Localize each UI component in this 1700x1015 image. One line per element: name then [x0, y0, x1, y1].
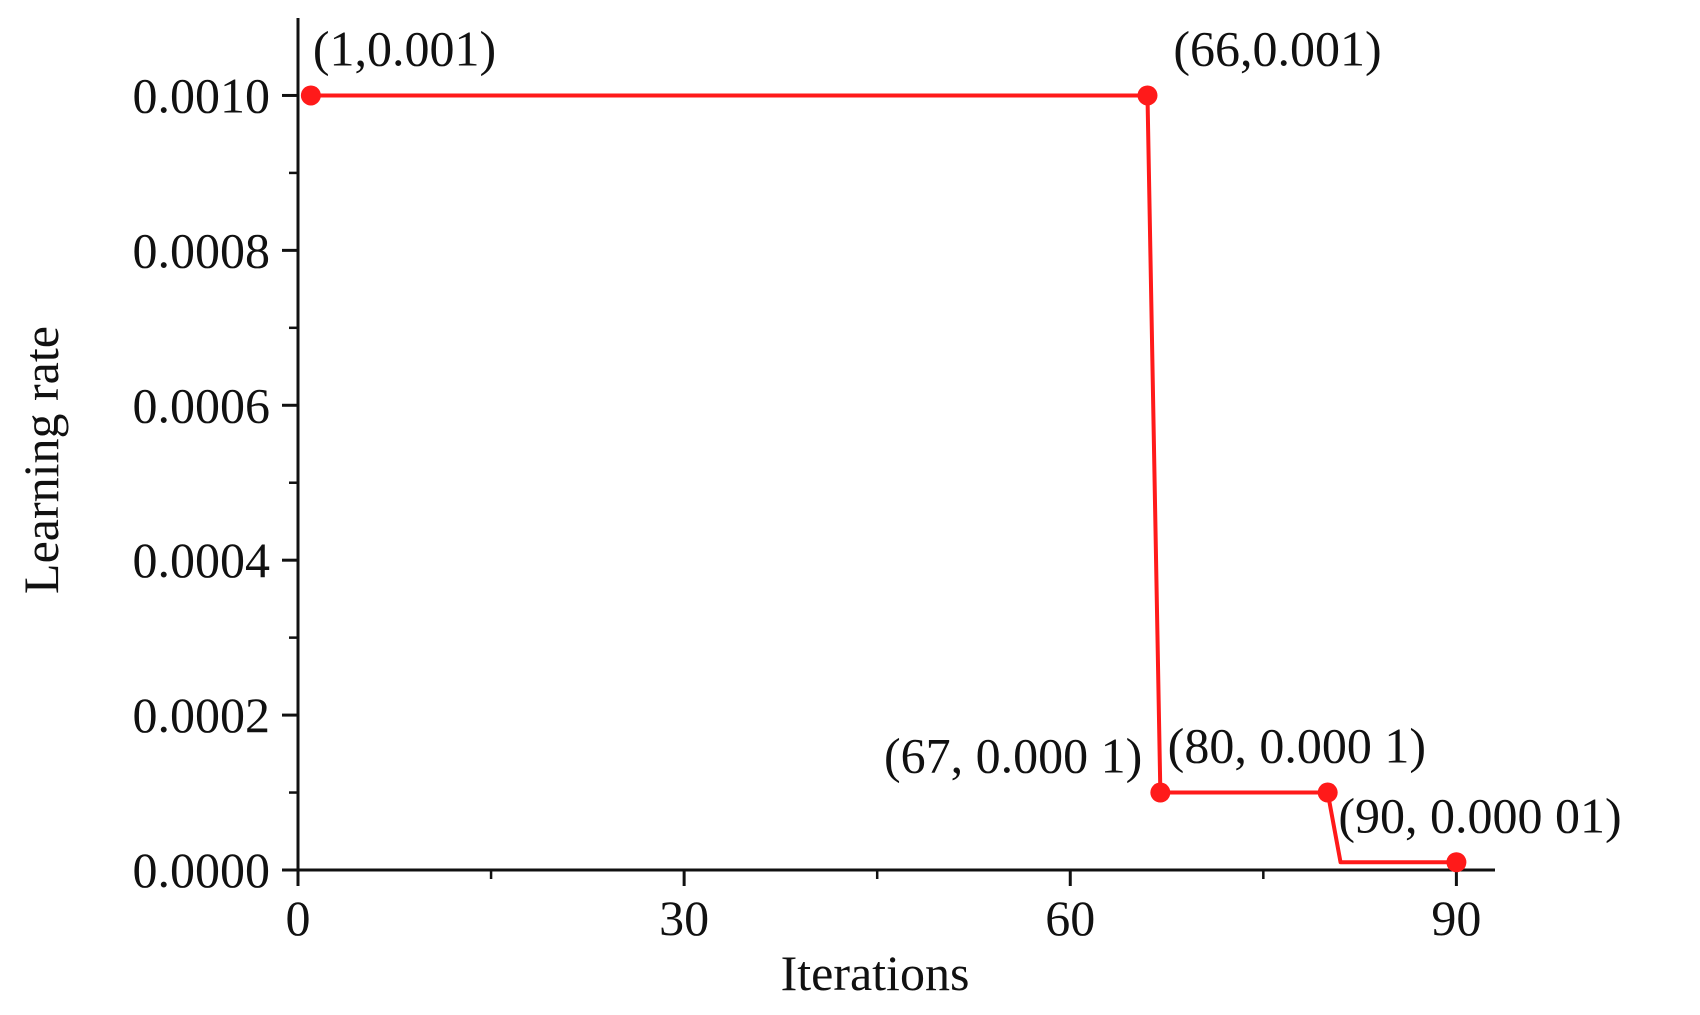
- data-point-marker: [300, 85, 321, 106]
- markers-layer: [300, 85, 1467, 873]
- ticks-layer: 0.0000 0.0002 0.0004 0.0006 0.0008 0.0010 0 30 6…: [133, 67, 1482, 946]
- x-tick-label: 30: [659, 890, 709, 946]
- y-axis-title: Learning rate: [13, 326, 69, 594]
- x-axis-title: Iterations: [781, 945, 970, 1001]
- data-point-marker: [1150, 782, 1171, 803]
- data-point-label: (90, 0.000 01): [1338, 787, 1621, 843]
- series-layer: [310, 93, 1457, 865]
- labels-layer: (1,0.001) (66,0.001) (67, 0.000 1) (80, 0.0…: [313, 20, 1622, 843]
- y-tick-label: 0.0010: [133, 67, 271, 123]
- data-point-label: (1,0.001): [313, 20, 496, 76]
- data-point-marker: [1446, 852, 1467, 873]
- data-point-marker: [1137, 85, 1158, 106]
- data-point-label: (80, 0.000 1): [1168, 718, 1426, 774]
- y-tick-label: 0.0004: [133, 532, 271, 588]
- x-tick-label: 60: [1045, 890, 1095, 946]
- y-tick-label: 0.0008: [133, 222, 271, 278]
- learning-rate-series-line: [310, 93, 1457, 865]
- y-tick-label: 0.0000: [133, 842, 271, 898]
- x-tick-label: 0: [286, 890, 311, 946]
- y-tick-label: 0.0006: [133, 377, 271, 433]
- y-tick-label: 0.0002: [133, 687, 271, 743]
- x-tick-label: 90: [1431, 890, 1481, 946]
- data-point-label: (66,0.001): [1173, 20, 1381, 76]
- data-point-marker: [1317, 782, 1338, 803]
- data-point-label: (67, 0.000 1): [884, 728, 1142, 784]
- axes-layer: [296, 18, 1495, 872]
